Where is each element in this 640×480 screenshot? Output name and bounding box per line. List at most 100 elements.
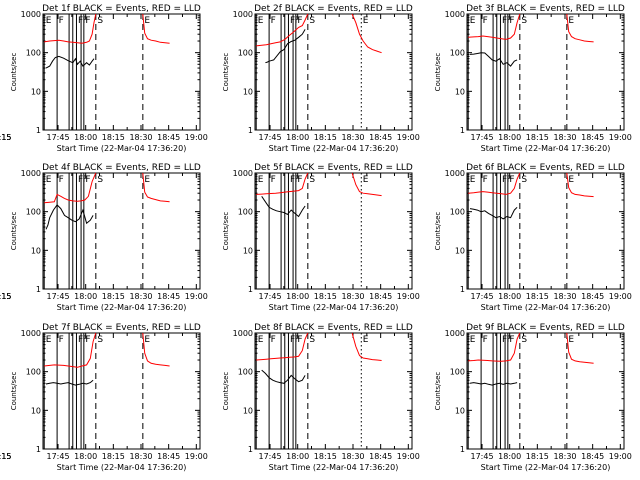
lld-series-line: [44, 172, 97, 204]
x-tick-label: 18:30: [341, 292, 364, 301]
y-tick-label: 10: [243, 246, 253, 255]
y-tick-label: 100: [450, 49, 465, 58]
x-tick-label: 18:30: [129, 292, 152, 301]
y-tick-label: 10: [31, 246, 41, 255]
x-tick-label: 18:45: [581, 452, 604, 461]
x-tick-label: 17:45: [258, 292, 281, 301]
y-axis-label: Counts/sec: [10, 53, 18, 92]
event-marker-label: E: [258, 16, 264, 26]
plot-title: Det 9f BLACK = Events, RED = LLD: [466, 323, 625, 333]
x-tick-label: 18:00: [498, 452, 521, 461]
event-marker-label: F: [483, 335, 488, 345]
plot-frame: [466, 172, 625, 290]
x-tick-label: 18:15: [314, 452, 337, 461]
lld-series-line: [142, 172, 170, 203]
plot-title: Det 1f BLACK = Events, RED = LLD: [42, 4, 201, 14]
y-tick-label: 1000: [445, 329, 465, 338]
event-marker-label: F: [295, 16, 300, 26]
lld-series-line: [44, 13, 97, 44]
x-tick-label: 19:00: [397, 133, 420, 142]
event-marker-label: F: [509, 16, 514, 26]
event-marker-label: E: [258, 335, 264, 345]
x-tick-label: 19:15: [0, 452, 12, 461]
event-marker-label: F: [297, 175, 302, 185]
plot-panel-2: Det 2f BLACK = Events, RED = LLD 1 10 100 10…: [0, 4, 420, 153]
x-axis-label: Start Time (22-Mar-04 17:36:20): [57, 303, 187, 312]
x-tick-label: 17:45: [470, 133, 493, 142]
event-marker-label: F: [483, 16, 488, 26]
x-tick-label: 19:00: [185, 292, 208, 301]
x-tick-label: 19:00: [185, 133, 208, 142]
x-tick-label: 19:00: [397, 292, 420, 301]
x-tick-label: 18:45: [157, 292, 180, 301]
y-tick-label: 10: [243, 406, 253, 415]
x-tick-label: 18:00: [286, 133, 309, 142]
y-tick-label: 1000: [445, 169, 465, 178]
x-tick-label: 19:00: [185, 452, 208, 461]
event-marker-label: E: [363, 175, 369, 185]
y-tick-label: 1000: [445, 10, 465, 19]
event-marker-label: F: [290, 16, 295, 26]
event-marker-label: F: [502, 16, 507, 26]
plot-frame: [466, 13, 625, 131]
y-tick-label: 100: [450, 208, 465, 217]
event-marker-label: S: [97, 335, 103, 345]
event-marker-label: F: [507, 335, 512, 345]
y-tick-label: 10: [31, 406, 41, 415]
plot-panel-9: Det 9f BLACK = Events, RED = LLD 1 10 100 10…: [0, 323, 632, 472]
x-tick-label: 18:30: [129, 133, 152, 142]
event-marker-label: F: [78, 16, 83, 26]
plot-title: Det 6f BLACK = Events, RED = LLD: [466, 163, 625, 173]
event-marker-label: S: [521, 175, 527, 185]
x-tick-label: 18:15: [102, 133, 125, 142]
x-tick-label: 17:45: [46, 292, 69, 301]
events-series-line: [265, 29, 306, 64]
event-marker-label: S: [97, 175, 103, 185]
x-tick-label: 18:45: [369, 292, 392, 301]
lld-series-line: [468, 13, 521, 40]
lld-series-line: [468, 172, 521, 195]
x-axis-label: Start Time (22-Mar-04 17:36:20): [481, 303, 611, 312]
x-tick-label: 18:00: [74, 133, 97, 142]
plot-panel-5: Det 5f BLACK = Events, RED = LLD 1 10 100 10…: [0, 163, 420, 312]
plot-frame: [42, 172, 201, 290]
y-axis-label: Counts/sec: [222, 53, 230, 92]
event-marker-label: E: [46, 16, 52, 26]
plot-title: Det 3f BLACK = Events, RED = LLD: [466, 4, 625, 14]
y-tick-label: 1: [248, 126, 253, 135]
plot-title: Det 8f BLACK = Events, RED = LLD: [254, 323, 413, 333]
events-series-line: [469, 382, 518, 386]
x-tick-label: 18:00: [286, 292, 309, 301]
event-marker-label: F: [83, 175, 88, 185]
x-tick-label: 18:45: [581, 292, 604, 301]
events-series-line: [261, 369, 306, 384]
y-axis-label: Counts/sec: [10, 372, 18, 411]
event-marker-label: S: [309, 175, 315, 185]
x-tick-label: 18:30: [553, 292, 576, 301]
event-marker-label: F: [83, 335, 88, 345]
event-marker-label: E: [568, 16, 574, 26]
y-tick-label: 1000: [21, 10, 41, 19]
x-tick-label: 18:45: [369, 452, 392, 461]
y-tick-label: 1: [248, 285, 253, 294]
y-tick-label: 100: [238, 208, 253, 217]
event-marker-label: F: [59, 175, 64, 185]
plot-title: Det 7f BLACK = Events, RED = LLD: [42, 323, 201, 333]
event-marker-label: F: [271, 16, 276, 26]
event-marker-label: E: [568, 335, 574, 345]
x-tick-label: 18:30: [341, 133, 364, 142]
lld-series-line: [256, 332, 309, 361]
lld-series-line: [351, 13, 382, 54]
x-axis-label: Start Time (22-Mar-04 17:36:20): [269, 144, 399, 153]
x-tick-label: 19:00: [397, 452, 420, 461]
plot-frame: [466, 332, 625, 450]
y-tick-label: 100: [238, 49, 253, 58]
event-marker-label: F: [509, 335, 514, 345]
lld-series-line: [566, 13, 594, 43]
event-marker-label: F: [271, 335, 276, 345]
plot-panel-3: Det 3f BLACK = Events, RED = LLD 1 10 100 10…: [0, 4, 632, 153]
y-axis-label: Counts/sec: [10, 212, 18, 251]
x-axis-label: Start Time (22-Mar-04 17:36:20): [269, 303, 399, 312]
event-marker-label: F: [502, 335, 507, 345]
